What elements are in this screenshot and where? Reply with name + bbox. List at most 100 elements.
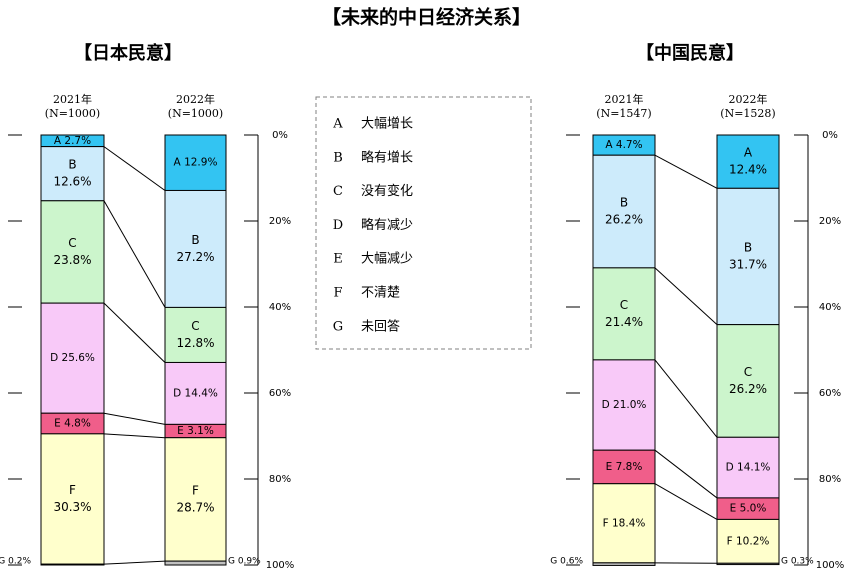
china-data-label-2021-C-line-0: C (620, 298, 628, 312)
japan-data-label-2022-C-line-0: C (191, 319, 199, 333)
japan-axis-tick-label: 0% (272, 130, 288, 141)
legend-label-G: 未回答 (361, 318, 400, 334)
japan-category-label-line-0: 2021年 (53, 92, 92, 106)
china-data-label-2022-C-line-0: C (744, 365, 752, 379)
china-data-label-2022-B-line-0: B (744, 240, 752, 254)
china-axis-tick-label: 100% (816, 560, 845, 571)
china-bar-2021-segment-G (592, 562, 656, 566)
japan-bar-2022-segment-G (164, 560, 227, 566)
china-data-label-2021-B-line-0: B (620, 196, 628, 210)
china-data-label-2021-E: E 7.8% (606, 461, 643, 473)
legend-code-E: E (333, 252, 343, 267)
china-data-label-2021-D: D 21.0% (602, 399, 647, 411)
japan-axis-tick-label: 100% (266, 560, 295, 571)
china-bar-2021-segment-B (592, 154, 656, 269)
china-bar-2022-segment-F (716, 518, 780, 564)
japan-bar-2022-segment-B (164, 189, 227, 308)
china-category-label-line-0: 2022年 (729, 92, 768, 106)
china-data-label-2022-A-line-0: A (744, 146, 753, 160)
legend-code-D: D (333, 218, 343, 233)
china-category-label-line-1: (N=1528) (720, 107, 775, 120)
legend-box (315, 96, 532, 350)
china-data-label-2022-D: D 14.1% (726, 462, 771, 474)
japan-data-label-2022-A: A 12.9% (174, 157, 218, 169)
japan-data-label-2021-D: D 25.6% (50, 352, 95, 364)
japan-bar-2022-segment-C (164, 306, 227, 363)
legend-code-F: F (333, 286, 342, 301)
japan-bar-2022-segment-F (164, 437, 227, 562)
china-axis-tick-label: 40% (819, 302, 841, 313)
china-bar-2022-segment-G (716, 562, 780, 566)
japan-data-label-2022-F-line-1: 28.7% (176, 500, 214, 514)
japan-category-label-line-0: 2022年 (176, 92, 215, 106)
china-data-label-2021-G: G 0.6% (550, 557, 583, 567)
legend-label-D: 略有减少 (361, 217, 413, 233)
china-axis-tick-label: 60% (819, 388, 841, 399)
japan-bar-2021-segment-F (40, 433, 105, 565)
china-data-label-2021-F: F 18.4% (603, 517, 646, 529)
china-data-label-2022-A-line-1: 12.4% (729, 163, 767, 177)
japan-data-label-2021-A: A 2.7% (54, 135, 91, 147)
china-data-label-2022-G: G 0.3% (781, 557, 814, 567)
japan-category-label-line-1: (N=1000) (45, 107, 100, 120)
legend-code-C: C (333, 184, 343, 199)
china-bar-2022-segment-D (716, 436, 780, 499)
japan-data-label-2021-F-line-0: F (69, 483, 76, 497)
legend-code-A: A (332, 117, 343, 132)
japan-connector-line (103, 146, 166, 191)
china-axis-tick-label: 0% (822, 130, 838, 141)
china-connector-line (654, 359, 718, 438)
japan-data-label-2022-B-line-1: 27.2% (176, 250, 214, 264)
japan-data-label-2021-G: G 0.2% (0, 557, 31, 567)
japan-axis-tick-label: 80% (269, 474, 291, 485)
japan-connector-line (103, 433, 166, 439)
japan-axis-tick-label: 40% (269, 302, 291, 313)
china-data-label-2021-B-line-1: 26.2% (605, 213, 643, 227)
china-data-label-2021-A: A 4.7% (605, 139, 642, 151)
legend-label-C: 没有变化 (361, 183, 413, 199)
china-data-label-2022-E: E 5.0% (730, 503, 767, 515)
japan-bar-2021-segment-C (40, 200, 105, 304)
japan-bar-2021-segment-G (40, 563, 105, 566)
china-bar-2022-segment-B (716, 187, 780, 326)
japan-data-label-2021-B-line-0: B (68, 158, 76, 172)
japan-connector-line (103, 412, 166, 425)
china-bar-2021-segment-F (592, 483, 656, 564)
japan-axis-tick-label: 60% (269, 388, 291, 399)
japan-bar-2021-segment-D (40, 302, 105, 414)
japan-connector-line (103, 302, 166, 363)
japan-connector-line (103, 560, 166, 565)
japan-data-label-2021-F-line-1: 30.3% (53, 500, 91, 514)
china-connector-line (654, 449, 718, 499)
china-data-label-2022-C-line-1: 26.2% (729, 382, 767, 396)
china-data-label-2022-F: F 10.2% (727, 535, 770, 547)
main-title: 【未来的中日经济关系】 (322, 6, 531, 29)
china-connector-line (654, 483, 718, 520)
japan-data-label-2022-D: D 14.4% (173, 387, 218, 399)
china-category-label-line-0: 2021年 (605, 92, 644, 106)
china-data-label-2021-C-line-1: 21.4% (605, 315, 643, 329)
japan-data-label-2021-E: E 4.8% (54, 418, 91, 430)
japan-data-label-2022-F-line-0: F (192, 483, 199, 497)
japan-data-label-2021-C-line-0: C (68, 236, 76, 250)
japan-bar-2021-segment-B (40, 146, 105, 202)
china-category-label-line-1: (N=1547) (596, 107, 651, 120)
china-bar-2022-segment-C (716, 324, 780, 438)
china-connector-line (654, 267, 718, 325)
china-bar-2021-segment-E (592, 449, 656, 485)
china-panel-title: 【中国民意】 (636, 42, 744, 64)
legend-code-B: B (333, 150, 343, 165)
japan-panel-title: 【日本民意】 (74, 42, 182, 64)
china-bar-2022-segment-A (716, 134, 780, 189)
china-bar-2021-segment-C (592, 267, 656, 361)
china-data-label-2022-B-line-1: 31.7% (729, 257, 767, 271)
japan-data-label-2022-G: G 0.9% (228, 557, 261, 567)
legend-code-G: G (333, 319, 343, 334)
japan-connector-line (103, 200, 166, 308)
legend-label-E: 大幅减少 (361, 252, 413, 267)
china-axis-tick-label: 80% (819, 474, 841, 485)
legend-label-F: 不清楚 (361, 286, 400, 301)
japan-axis-tick-label: 20% (269, 216, 291, 227)
